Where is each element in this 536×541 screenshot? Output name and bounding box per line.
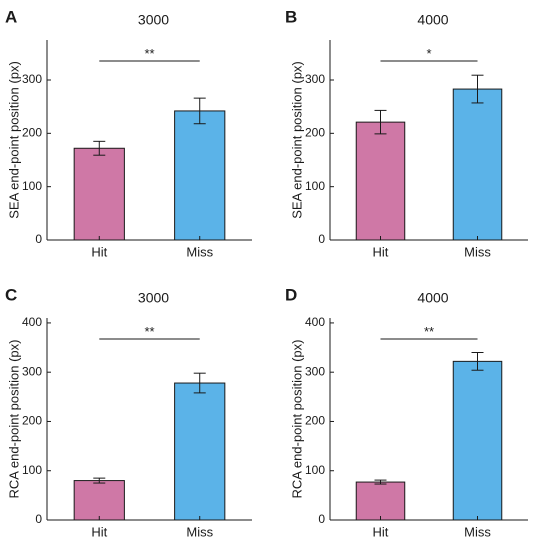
y-axis-label: SEA end-point position (px) bbox=[6, 61, 21, 219]
y-axis-label: RCA end-point position (px) bbox=[289, 340, 304, 499]
panel-label: B bbox=[285, 7, 297, 26]
x-tick-label: Miss bbox=[186, 524, 213, 539]
y-tick-label: 100 bbox=[305, 179, 325, 193]
panel-a: A 3000 SEA end-point position (px) 0 100 200 3… bbox=[5, 7, 252, 259]
significance-marker: ** bbox=[144, 324, 154, 339]
y-tick-label: 400 bbox=[22, 315, 42, 329]
bar-hit bbox=[355, 121, 406, 241]
y-tick-label: 300 bbox=[22, 72, 42, 86]
panel-b: B 4000 SEA end-point position (px) 0 100 200 3… bbox=[285, 7, 528, 259]
bar-hit bbox=[73, 480, 125, 521]
panel-c: C 3000 RCA end-point position (px) 0 100 200 3… bbox=[5, 285, 252, 539]
bar-hit bbox=[73, 147, 125, 241]
panel-label: D bbox=[285, 285, 297, 304]
x-tick-label: Miss bbox=[464, 244, 491, 259]
y-tick-label: 400 bbox=[305, 315, 325, 329]
chart-title: 4000 bbox=[417, 12, 448, 28]
x-tick-label: Hit bbox=[373, 244, 389, 259]
panel-d: D 4000 RCA end-point position (px) 0 100 200 3… bbox=[285, 285, 528, 539]
y-tick-label: 0 bbox=[35, 512, 42, 526]
x-tick-label: Hit bbox=[91, 244, 107, 259]
y-tick-label: 0 bbox=[318, 232, 325, 246]
y-tick-label: 300 bbox=[305, 72, 325, 86]
chart-title: 3000 bbox=[138, 12, 169, 28]
bar-miss bbox=[174, 382, 226, 521]
y-tick-label: 200 bbox=[22, 414, 42, 428]
significance-marker: ** bbox=[144, 46, 154, 61]
y-tick-label: 200 bbox=[305, 414, 325, 428]
y-tick-label: 200 bbox=[22, 126, 42, 140]
y-axis-label: RCA end-point position (px) bbox=[6, 340, 21, 499]
bar-miss bbox=[174, 110, 226, 241]
bar-hit bbox=[355, 481, 406, 521]
chart-title: 3000 bbox=[138, 290, 169, 306]
y-axis-label: SEA end-point position (px) bbox=[289, 61, 304, 219]
x-tick-label: Miss bbox=[186, 244, 213, 259]
y-tick-label: 0 bbox=[318, 512, 325, 526]
significance-marker: ** bbox=[424, 324, 434, 339]
y-tick-label: 0 bbox=[35, 232, 42, 246]
panel-label: A bbox=[5, 7, 17, 26]
y-tick-label: 200 bbox=[305, 126, 325, 140]
y-tick-label: 100 bbox=[22, 179, 42, 193]
y-tick-label: 300 bbox=[22, 364, 42, 378]
x-tick-label: Hit bbox=[91, 524, 107, 539]
y-tick-label: 100 bbox=[305, 463, 325, 477]
significance-marker: * bbox=[426, 46, 431, 61]
bar-miss bbox=[452, 88, 503, 241]
x-tick-label: Hit bbox=[373, 524, 389, 539]
y-tick-label: 100 bbox=[22, 463, 42, 477]
chart-title: 4000 bbox=[417, 290, 448, 306]
panel-label: C bbox=[5, 285, 17, 304]
x-tick-label: Miss bbox=[464, 524, 491, 539]
bar-miss bbox=[452, 360, 503, 521]
y-tick-label: 300 bbox=[305, 364, 325, 378]
